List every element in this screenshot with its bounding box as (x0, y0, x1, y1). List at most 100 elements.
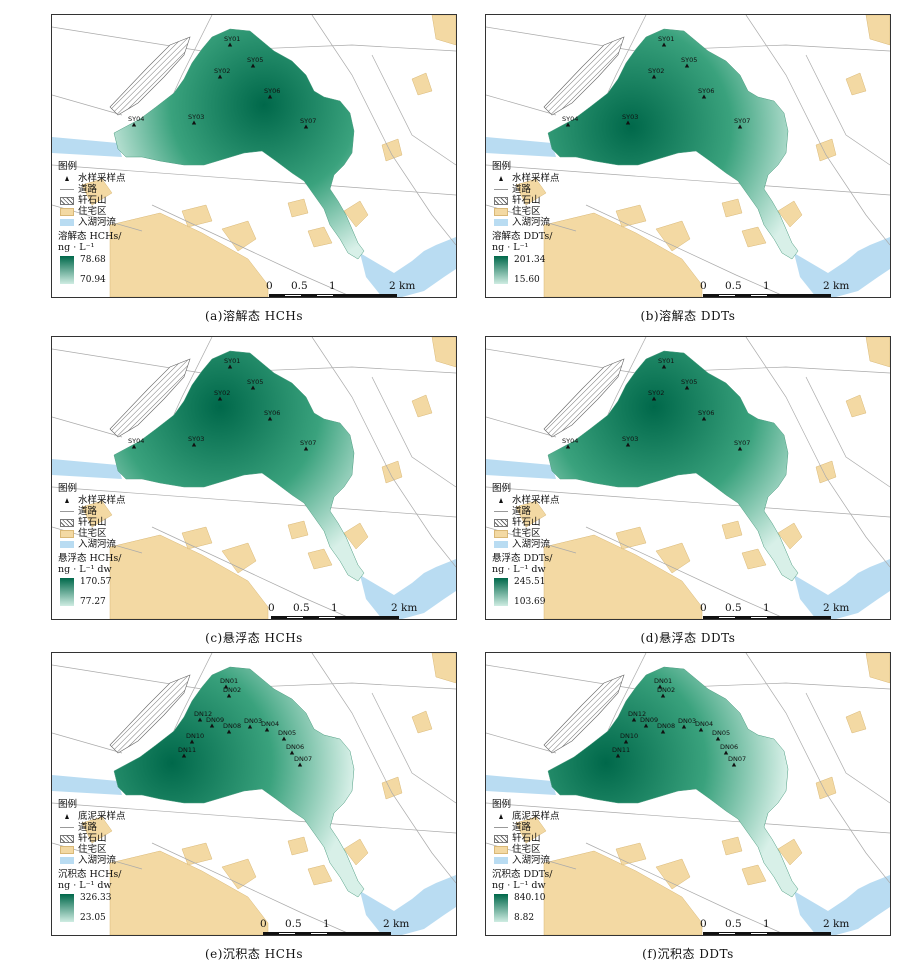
scale-bar-label: 2 km (823, 280, 850, 292)
legend-sample-point-label: 底泥采样点 (512, 811, 560, 822)
legend-sample-point: 水样采样点 (58, 495, 176, 506)
hill-area (543, 674, 625, 754)
inflow-river (794, 559, 890, 619)
sample-point-label: DN03 (678, 717, 696, 725)
residential-area (81, 816, 113, 844)
road (486, 164, 890, 196)
road (311, 15, 456, 246)
sample-point-marker (189, 739, 195, 744)
map-panel-b: SY01 SY02 SY03 SY04 SY05 SY06 SY07 N 图例水样采样点道路轩石… (485, 14, 891, 332)
road (371, 54, 456, 166)
residential-area (181, 526, 213, 550)
legend-title: 图例 (492, 799, 512, 810)
legend-hill-symbol (494, 835, 508, 843)
map-legend: 图例 水样采样点 道路 轩石山 住宅区 入湖河流 悬浮态 DDTs/ng · L⁻¹ dw 2… (492, 483, 610, 608)
legend-river: 入湖河流 (58, 855, 176, 866)
sample-point-label: DN10 (186, 732, 204, 740)
sample-point-label: DN04 (695, 720, 713, 728)
color-ramp-title-line2: ng · L⁻¹ dw (492, 564, 546, 575)
residential-area (221, 542, 257, 574)
legend-hill: 轩石山 (58, 517, 176, 528)
sample-point-label: SY06 (698, 87, 714, 95)
road (805, 692, 890, 804)
color-ramp-title: 溶解态 HCHs/ng · L⁻¹ (58, 231, 176, 253)
map-legend: 图例 水样采样点 道路 轩石山 住宅区 入湖河流 悬浮态 HCHs/ng · L⁻¹ dw 1… (58, 483, 176, 608)
legend-road-label: 道路 (78, 822, 98, 833)
sample-point-marker (657, 684, 663, 689)
scale-bar-label: 0 (266, 280, 273, 292)
sample-point-marker (226, 693, 232, 698)
legend-river: 入湖河流 (492, 539, 610, 550)
color-ramp-min: 23.05 (80, 913, 106, 923)
color-ramp-max: 245.51 (514, 577, 546, 587)
legend-sample-point: 水样采样点 (58, 173, 176, 184)
legend-road: 道路 (492, 506, 610, 517)
sample-point-marker (615, 753, 621, 758)
residential-area (431, 337, 456, 368)
panel-caption: (a)溶解态 HCHs (204, 309, 304, 323)
sample-point-marker (565, 122, 571, 127)
scale-bar: 0 0.5 1 2 km (260, 918, 413, 940)
legend-hill: 轩石山 (58, 195, 176, 206)
residential-area (411, 72, 433, 96)
sample-point-label: DN05 (712, 729, 730, 737)
sample-point-marker (625, 120, 631, 125)
sample-point-label: DN05 (278, 729, 296, 737)
legend-hill-symbol (494, 197, 508, 205)
sample-point-marker (698, 727, 704, 732)
sample-point-marker (684, 63, 690, 68)
sample-point-marker (731, 762, 737, 767)
legend-hill: 轩石山 (492, 833, 610, 844)
scale-bar-segment (287, 616, 303, 619)
map-legend: 图例 底泥采样点 道路 轩石山 住宅区 入湖河流 沉积态 DDTs/ng · L⁻¹ dw 8… (492, 799, 610, 924)
sample-point-label: DN09 (206, 716, 224, 724)
sample-point-label: SY04 (128, 115, 144, 123)
panel-caption: (c)悬浮态 HCHs (205, 631, 303, 645)
residential-area (287, 198, 309, 218)
scale-bar-label: 0.5 (725, 280, 742, 292)
legend-river-label: 入湖河流 (512, 855, 551, 866)
legend-road-symbol (60, 511, 74, 512)
color-ramp-title-line1: 溶解态 DDTs/ (492, 231, 553, 242)
north-label: N (51, 655, 52, 666)
sample-point-marker (191, 442, 197, 447)
inflow-river (486, 775, 556, 795)
road (52, 164, 456, 196)
sample-point-marker (131, 444, 137, 449)
color-ramp-bar (494, 578, 508, 606)
legend-residential-label: 住宅区 (78, 528, 107, 539)
road (371, 376, 456, 488)
legend-residential: 住宅区 (492, 528, 610, 539)
sample-point-label: DN11 (178, 746, 196, 754)
map-legend: 图例 底泥采样点 道路 轩石山 住宅区 入湖河流 沉积态 HCHs/ng · L⁻¹ dw 3… (58, 799, 176, 924)
residential-area (411, 394, 433, 418)
sample-point-label: SY05 (247, 378, 263, 386)
map-panel-c: SY01 SY02 SY03 SY04 SY05 SY06 SY07 N 图例水样采样点道路轩石… (51, 336, 457, 654)
residential-area (777, 200, 803, 228)
sample-point-label: DN03 (244, 717, 262, 725)
color-ramp-bar (494, 894, 508, 922)
color-ramp-max: 170.57 (80, 577, 112, 587)
color-ramp-title-line1: 沉积态 DDTs/ (492, 869, 553, 880)
road (486, 416, 557, 438)
scale-bar-line (703, 932, 831, 935)
road (745, 653, 890, 884)
color-ramp-title-line1: 沉积态 HCHs/ (58, 869, 122, 880)
scale-bar-segment (751, 932, 767, 935)
legend-residential-symbol (494, 846, 508, 854)
residential-area (815, 460, 837, 484)
map-frame: SY01 SY02 SY03 SY04 SY05 SY06 SY07 N 图例水样采样点道路轩石… (485, 336, 891, 620)
color-ramp-min: 15.60 (514, 275, 540, 285)
legend-road: 道路 (58, 506, 176, 517)
sample-point-label: DN08 (223, 722, 241, 730)
scale-bar-segment (719, 616, 735, 619)
legend-road: 道路 (58, 184, 176, 195)
residential-area (221, 220, 257, 252)
sample-point-marker (181, 753, 187, 758)
sample-point-label: SY02 (648, 389, 664, 397)
sample-point-label: SY04 (562, 115, 578, 123)
hill-area (109, 36, 191, 116)
color-ramp: 326.33 23.05 (58, 892, 176, 924)
sample-point-marker (209, 723, 215, 728)
sample-point-marker (303, 124, 309, 129)
